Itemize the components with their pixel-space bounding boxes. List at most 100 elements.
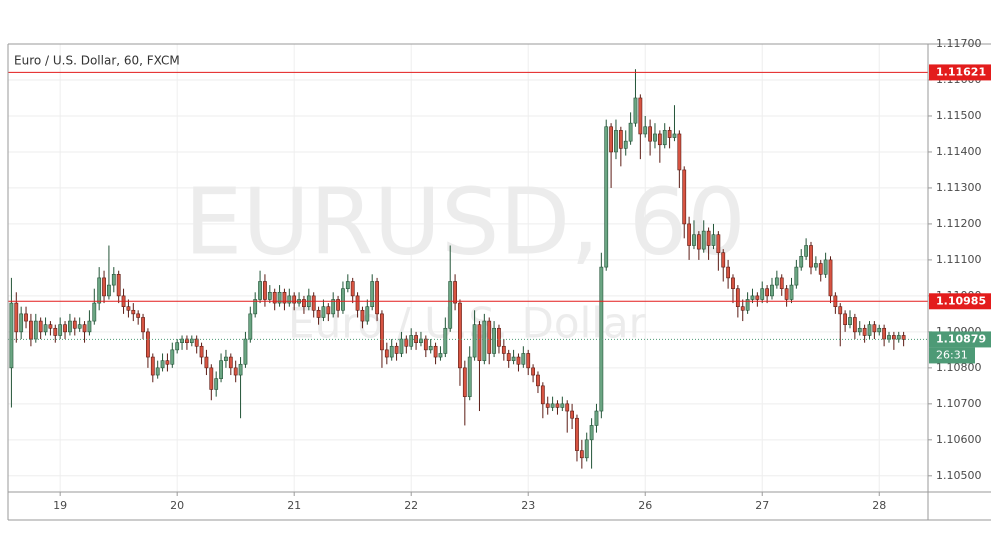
candle-body xyxy=(628,122,633,142)
candle-body xyxy=(550,403,555,408)
candle-body xyxy=(536,374,540,387)
candle-body xyxy=(77,324,82,329)
candle-body xyxy=(185,338,189,343)
candle-body xyxy=(604,126,609,268)
candle-body xyxy=(68,320,72,333)
candle-body xyxy=(248,313,253,340)
candle-body xyxy=(238,363,243,376)
candle-body xyxy=(467,356,472,397)
candle-body xyxy=(160,360,165,369)
candle-body xyxy=(711,234,716,246)
candle-body xyxy=(107,284,111,297)
candle-body xyxy=(740,306,745,311)
x-tick-label: 22 xyxy=(404,499,418,512)
candle-body xyxy=(419,338,423,343)
candle-body xyxy=(97,277,102,304)
candle-body xyxy=(643,126,648,135)
candle-body xyxy=(443,327,448,354)
candle-body xyxy=(662,130,667,146)
candle-body xyxy=(891,335,896,340)
candle-body xyxy=(272,291,277,304)
candle-body xyxy=(896,335,901,340)
candle-body xyxy=(58,324,63,336)
candle-body xyxy=(311,295,316,311)
candle-body xyxy=(584,439,589,459)
x-tick-label: 28 xyxy=(872,499,886,512)
grid xyxy=(8,43,928,492)
candle-body xyxy=(818,263,823,275)
candle-body xyxy=(224,356,228,361)
axes: 1.117001.116001.115001.114001.113001.112… xyxy=(53,37,991,512)
candle-body xyxy=(677,133,682,171)
x-tick-label: 19 xyxy=(53,499,67,512)
candle-body xyxy=(609,126,613,153)
candle-body xyxy=(589,425,594,441)
candle-body xyxy=(857,327,862,333)
candle-body xyxy=(492,327,496,354)
candle-body xyxy=(243,338,248,365)
candle-body xyxy=(175,342,180,351)
candle-body xyxy=(809,245,813,268)
y-tick-label: 1.11700 xyxy=(936,37,982,50)
candle-body xyxy=(721,252,726,268)
candle-body xyxy=(862,327,867,336)
y-tick-label: 1.11200 xyxy=(936,217,982,230)
candle-body xyxy=(487,320,492,354)
candle-body xyxy=(375,281,379,315)
candle-body xyxy=(448,281,453,329)
chart-title: Euro / U.S. Dollar, 60, FXCM xyxy=(14,54,180,68)
candle-body xyxy=(852,317,857,333)
candle-body xyxy=(614,130,618,153)
candle-body xyxy=(540,385,545,405)
candle-body xyxy=(111,273,116,286)
candle-body xyxy=(745,299,750,311)
candle-body xyxy=(755,295,760,300)
candle-body xyxy=(43,324,48,333)
candle-body xyxy=(516,356,521,365)
countdown-label: 26:31 xyxy=(936,348,968,361)
y-tick-label: 1.10700 xyxy=(936,397,982,410)
x-tick-label: 20 xyxy=(170,499,184,512)
candle-body xyxy=(404,338,409,347)
candle-body xyxy=(204,356,209,369)
candle-body xyxy=(453,281,457,304)
candle-body xyxy=(423,338,428,351)
candle-body xyxy=(477,324,482,361)
y-tick-label: 1.11400 xyxy=(936,145,982,158)
candle-body xyxy=(228,356,233,369)
y-tick-label: 1.11300 xyxy=(936,181,982,194)
candle-body xyxy=(9,302,14,369)
candle-body xyxy=(823,259,828,275)
candle-body xyxy=(214,378,219,390)
candle-body xyxy=(48,324,53,329)
candle-body xyxy=(326,306,331,315)
candle-body xyxy=(292,295,297,304)
candle-body xyxy=(102,277,106,297)
last-price-box xyxy=(929,331,991,348)
candle-body xyxy=(774,277,779,286)
candle-body xyxy=(653,133,657,142)
candle-body xyxy=(594,410,599,426)
candle-body xyxy=(867,324,872,336)
level-label: 1.11621 xyxy=(936,65,986,78)
candle-body xyxy=(302,299,306,307)
candle-body xyxy=(735,288,740,307)
candle-body xyxy=(126,306,131,311)
candle-body xyxy=(360,309,365,322)
candle-body xyxy=(872,324,877,333)
candle-body xyxy=(779,277,784,289)
candle-body xyxy=(813,263,818,268)
y-tick-label: 1.11100 xyxy=(936,253,982,266)
y-tick-label: 1.10500 xyxy=(936,469,982,482)
candle-body xyxy=(14,302,19,333)
candle-body xyxy=(799,256,804,268)
candle-body xyxy=(29,320,33,340)
candle-body xyxy=(887,335,891,340)
candle-body xyxy=(501,345,506,354)
candle-body xyxy=(472,324,477,358)
candle-body xyxy=(287,295,292,304)
candle-body xyxy=(848,317,852,325)
watermark-symbol: EURUSD, 60 xyxy=(184,168,746,275)
candle-body xyxy=(765,288,770,297)
